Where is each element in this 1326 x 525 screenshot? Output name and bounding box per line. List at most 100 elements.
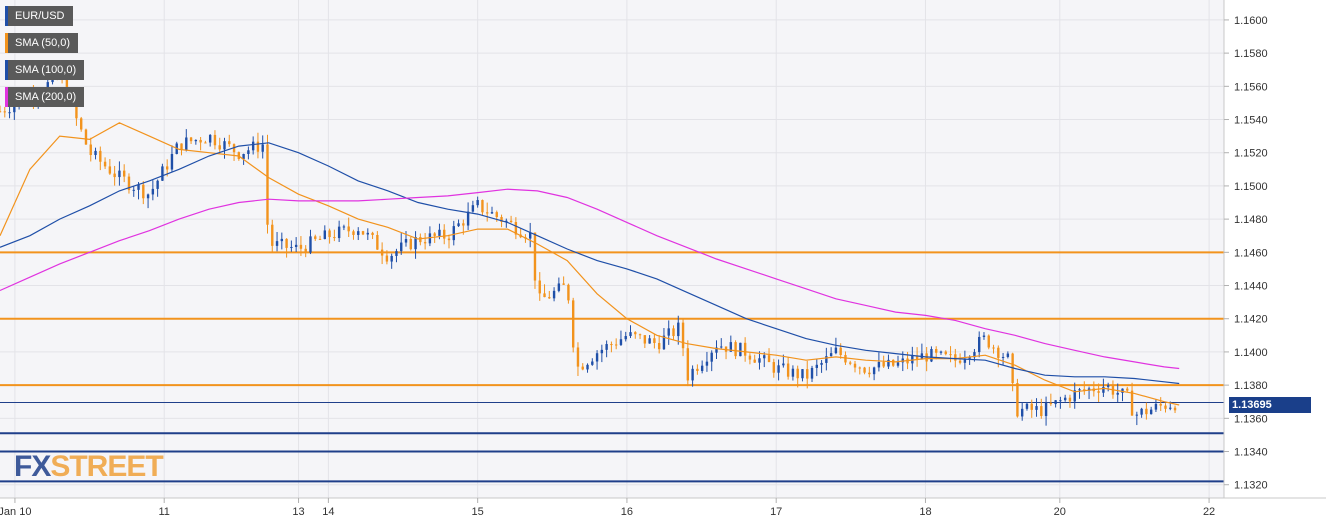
y-tick-label: 1.1480 bbox=[1234, 214, 1268, 226]
candle-body bbox=[915, 355, 919, 360]
candle-body bbox=[619, 339, 623, 345]
candle-body bbox=[443, 229, 446, 239]
candle-body bbox=[562, 283, 565, 285]
candle-body bbox=[982, 335, 986, 337]
candle-body bbox=[868, 372, 871, 375]
candle-body bbox=[1169, 407, 1172, 409]
candle-body bbox=[586, 364, 589, 370]
candle-body bbox=[142, 184, 145, 199]
candle-body bbox=[304, 248, 307, 253]
y-tick-label: 1.1600 bbox=[1234, 15, 1268, 27]
candle-body bbox=[939, 351, 943, 353]
candle-body bbox=[648, 338, 651, 344]
candle-body bbox=[863, 367, 866, 373]
candle-body bbox=[1121, 388, 1124, 393]
x-tick-label: 20 bbox=[1054, 506, 1066, 518]
candle-body bbox=[333, 237, 336, 239]
candle-body bbox=[677, 322, 680, 337]
candle-body bbox=[433, 233, 436, 236]
candle-body bbox=[452, 226, 455, 241]
candle-body bbox=[973, 352, 976, 358]
candle-body bbox=[1097, 391, 1100, 393]
candle-body bbox=[290, 246, 293, 248]
candle-body bbox=[1020, 408, 1024, 417]
candle-body bbox=[1006, 353, 1010, 357]
candle-body bbox=[438, 229, 441, 236]
y-tick-label: 1.1500 bbox=[1234, 181, 1268, 193]
candle-body bbox=[963, 358, 967, 363]
candle-body bbox=[796, 368, 799, 379]
x-tick-label: 16 bbox=[621, 506, 633, 518]
legend-label: SMA (200,0) bbox=[15, 91, 77, 103]
candle-body bbox=[294, 244, 298, 247]
candle-body bbox=[767, 355, 771, 363]
candle-body bbox=[691, 368, 694, 381]
candle-body bbox=[877, 361, 881, 368]
candle-body bbox=[3, 111, 6, 113]
candle-body bbox=[1078, 389, 1081, 391]
candle-body bbox=[1106, 385, 1110, 387]
x-tick-label: 18 bbox=[919, 506, 931, 518]
candle-body bbox=[8, 112, 11, 114]
current-price-badge: 1.13695 bbox=[1229, 397, 1311, 413]
candle-body bbox=[261, 144, 264, 152]
candle-body bbox=[309, 236, 312, 253]
candle-body bbox=[548, 297, 551, 299]
legend-swatch-sma100 bbox=[5, 60, 8, 80]
candle-body bbox=[103, 161, 107, 167]
y-tick-label: 1.1420 bbox=[1234, 314, 1268, 326]
candle-body bbox=[208, 134, 212, 143]
candle-body bbox=[242, 153, 245, 159]
candle-body bbox=[323, 230, 327, 240]
candle-body bbox=[1135, 414, 1139, 416]
candle-body bbox=[84, 129, 88, 145]
candle-body bbox=[357, 231, 360, 235]
candle-body bbox=[571, 300, 575, 348]
candle-body bbox=[734, 342, 737, 357]
candle-body bbox=[400, 242, 403, 252]
y-tick-label: 1.1520 bbox=[1234, 148, 1268, 160]
candle-body bbox=[715, 347, 718, 353]
y-tick-label: 1.1540 bbox=[1234, 115, 1268, 127]
candle-body bbox=[199, 139, 202, 143]
x-tick-label: 17 bbox=[770, 506, 782, 518]
legend-swatch-sma50 bbox=[5, 33, 8, 53]
candle-body bbox=[887, 359, 890, 367]
candle-body bbox=[1001, 356, 1005, 358]
candle-body bbox=[629, 332, 632, 337]
candle-body bbox=[653, 338, 656, 344]
candle-body bbox=[758, 358, 761, 363]
candle-body bbox=[490, 212, 494, 214]
candle-body bbox=[366, 232, 369, 235]
candle-body bbox=[1145, 408, 1148, 415]
candle-body bbox=[99, 150, 102, 162]
candle-body bbox=[132, 189, 135, 191]
candle-body bbox=[576, 347, 580, 367]
plot-background bbox=[0, 0, 1224, 498]
candle-body bbox=[1154, 403, 1158, 410]
candle-body bbox=[256, 141, 260, 152]
candle-body bbox=[667, 328, 670, 336]
candle-body bbox=[710, 352, 713, 362]
candle-body bbox=[13, 104, 16, 113]
candle-body bbox=[834, 347, 838, 354]
candle-body bbox=[466, 211, 470, 226]
candle-body bbox=[390, 255, 393, 262]
x-tick-label: 22 bbox=[1203, 506, 1215, 518]
legend-item-eurusd: EUR/USD bbox=[5, 6, 73, 26]
y-tick-label: 1.1380 bbox=[1234, 380, 1268, 392]
candle-body bbox=[557, 283, 561, 291]
x-tick-label: 14 bbox=[322, 506, 334, 518]
candle-body bbox=[1030, 403, 1033, 410]
candle-body bbox=[75, 102, 78, 119]
candle-body bbox=[247, 150, 250, 154]
y-tick-label: 1.1360 bbox=[1234, 413, 1268, 425]
candle-body bbox=[638, 334, 642, 336]
candle-body bbox=[672, 328, 675, 337]
candle-body bbox=[567, 284, 570, 301]
candle-body bbox=[419, 237, 422, 243]
candle-body bbox=[1025, 403, 1029, 409]
candle-body bbox=[1164, 405, 1167, 409]
candle-body bbox=[1049, 402, 1053, 405]
candle-body bbox=[1068, 397, 1072, 402]
